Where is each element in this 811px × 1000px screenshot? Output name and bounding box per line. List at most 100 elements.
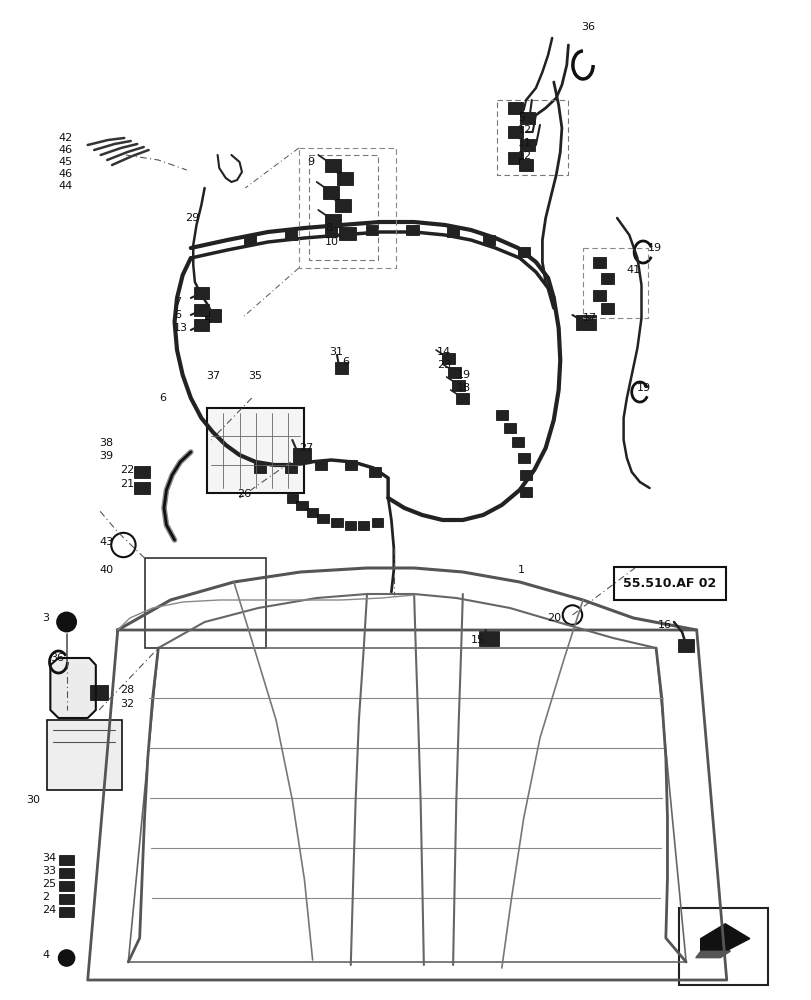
Bar (194, 287, 208, 299)
Text: 43: 43 (99, 537, 113, 547)
Circle shape (58, 950, 75, 966)
Text: 35: 35 (248, 371, 262, 381)
Text: 11: 11 (517, 138, 531, 148)
Bar (144, 558, 266, 648)
Text: 6: 6 (342, 357, 350, 367)
Text: 15: 15 (470, 635, 484, 645)
Bar (508, 126, 522, 138)
Text: 6: 6 (159, 393, 166, 403)
Bar (508, 102, 522, 114)
Polygon shape (50, 658, 96, 718)
Text: 4: 4 (42, 950, 49, 960)
Text: 9: 9 (307, 157, 314, 167)
Text: 46: 46 (58, 145, 72, 155)
Bar (331, 518, 342, 526)
Text: 30: 30 (26, 795, 40, 805)
Bar (59, 881, 74, 891)
Polygon shape (695, 951, 729, 958)
Bar (519, 487, 532, 497)
Text: 12: 12 (517, 151, 531, 161)
Text: 28: 28 (120, 685, 135, 695)
Bar (600, 272, 613, 284)
Bar (517, 453, 529, 463)
Bar (518, 159, 533, 171)
Bar (284, 230, 297, 240)
Text: 24: 24 (42, 905, 57, 915)
Text: 39: 39 (99, 451, 113, 461)
Text: 41: 41 (626, 265, 640, 275)
Bar (613, 567, 725, 600)
Bar (345, 520, 356, 530)
Bar (47, 720, 122, 790)
Bar (207, 408, 304, 493)
Text: 12: 12 (517, 125, 531, 135)
Bar (447, 227, 459, 237)
Text: 27: 27 (298, 443, 313, 453)
Text: 6: 6 (174, 310, 181, 320)
Text: 20: 20 (547, 613, 560, 623)
Bar (512, 437, 524, 447)
Bar (448, 366, 461, 377)
Bar (677, 639, 693, 652)
Text: 19: 19 (636, 383, 650, 393)
Text: 33: 33 (42, 866, 56, 876)
Bar (324, 159, 341, 172)
Bar (576, 314, 595, 330)
Text: 25: 25 (42, 879, 56, 889)
Text: 8: 8 (324, 223, 332, 233)
Bar (503, 423, 516, 433)
Text: 13: 13 (174, 323, 187, 333)
Text: 29: 29 (185, 213, 200, 223)
Bar (244, 235, 255, 245)
Text: 32: 32 (120, 699, 134, 709)
Text: 46: 46 (58, 169, 72, 179)
Text: 37: 37 (206, 371, 220, 381)
Bar (452, 379, 465, 390)
Text: 21: 21 (120, 479, 134, 489)
Bar (317, 514, 328, 522)
Bar (441, 353, 454, 363)
Text: 22: 22 (120, 465, 135, 475)
Bar (592, 256, 605, 267)
Bar (59, 855, 74, 865)
Text: 3: 3 (42, 613, 49, 623)
Bar (204, 308, 221, 322)
Bar (254, 463, 266, 473)
Bar (520, 112, 534, 124)
Bar (517, 247, 529, 257)
Text: 18: 18 (456, 383, 470, 393)
Bar (286, 493, 298, 502)
Text: 36: 36 (50, 653, 64, 663)
Text: 38: 38 (99, 438, 113, 448)
Text: 2: 2 (42, 892, 49, 902)
Bar (323, 186, 339, 199)
Bar (134, 466, 150, 478)
Bar (334, 362, 347, 374)
Bar (194, 304, 208, 316)
Text: 7: 7 (174, 297, 181, 307)
Text: 34: 34 (42, 853, 56, 863)
Bar (456, 392, 469, 403)
Bar (600, 302, 613, 314)
Bar (194, 319, 208, 331)
Bar (315, 460, 327, 470)
Bar (345, 460, 357, 470)
Bar (324, 214, 341, 227)
Bar (59, 868, 74, 878)
Bar (678, 908, 767, 985)
Bar (366, 225, 378, 235)
Bar (520, 139, 534, 151)
Bar (369, 467, 381, 477)
Text: 5: 5 (517, 113, 525, 123)
Bar (482, 235, 495, 245)
Bar (90, 684, 108, 700)
Bar (307, 508, 318, 516)
Bar (334, 198, 350, 212)
Bar (495, 410, 508, 420)
Bar (284, 463, 297, 473)
Bar (59, 894, 74, 904)
Text: 44: 44 (58, 181, 73, 191)
Bar (59, 907, 74, 917)
Text: 31: 31 (329, 347, 343, 357)
Bar (478, 631, 498, 646)
